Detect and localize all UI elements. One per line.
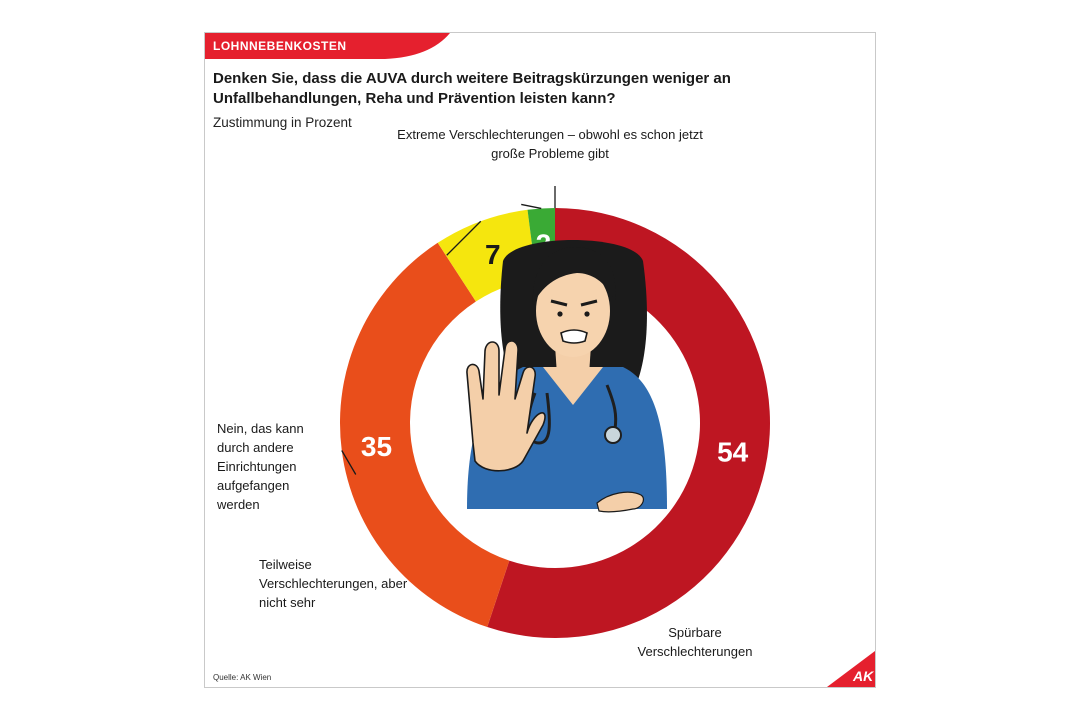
stethoscope-chest-piece: [604, 426, 622, 444]
donut-slice-spuerbare: [339, 242, 510, 628]
slice-label-nein: Nein, das kann durch andere Einrichtunge…: [217, 421, 304, 512]
leader-line-teilweise: [446, 220, 482, 256]
nurse-illustration: [466, 240, 667, 513]
ak-logo: AK: [827, 651, 875, 687]
slice-label-extreme: Extreme Verschlechterungen – obwohl es s…: [397, 127, 703, 161]
hand-on-hip: [596, 491, 645, 513]
category-tag-shape: [205, 33, 450, 59]
donut-chart: 543572: [339, 186, 770, 638]
infographic-card: LOHNNEBENKOSTEN Denken Sie, dass die AUV…: [204, 32, 876, 688]
slice-label-teilweise: Teilweise Verschlechterungen, aber nicht…: [259, 557, 408, 610]
value-label-spuerbare: 35: [361, 431, 392, 462]
value-label-extreme: 54: [717, 437, 749, 468]
face: [536, 265, 610, 357]
chart-subtitle: Zustimmung in Prozent: [213, 115, 352, 130]
value-label-teilweise: 7: [485, 239, 501, 270]
ak-logo-text: AK: [852, 668, 874, 684]
mouth: [560, 329, 588, 344]
source-note: Quelle: AK Wien: [213, 673, 272, 682]
hair-fringe: [532, 247, 616, 305]
category-tag-label: LOHNNEBENKOSTEN: [213, 39, 347, 53]
raised-hand: [466, 340, 546, 472]
slice-label-spuerbare: Spürbare Verschlechterungen: [637, 625, 753, 659]
left-eye: [557, 311, 563, 317]
scrubs-collar: [543, 367, 603, 405]
right-eye: [584, 311, 590, 317]
leader-line-nein: [521, 203, 542, 210]
category-tag: LOHNNEBENKOSTEN: [205, 33, 450, 59]
leader-lines: [341, 186, 556, 475]
chart-title: Denken Sie, dass die AUVA durch weitere …: [213, 70, 731, 107]
donut-slice-extreme: [487, 208, 770, 638]
leader-line-spuerbare: [341, 450, 357, 475]
eyebrows: [550, 299, 598, 307]
